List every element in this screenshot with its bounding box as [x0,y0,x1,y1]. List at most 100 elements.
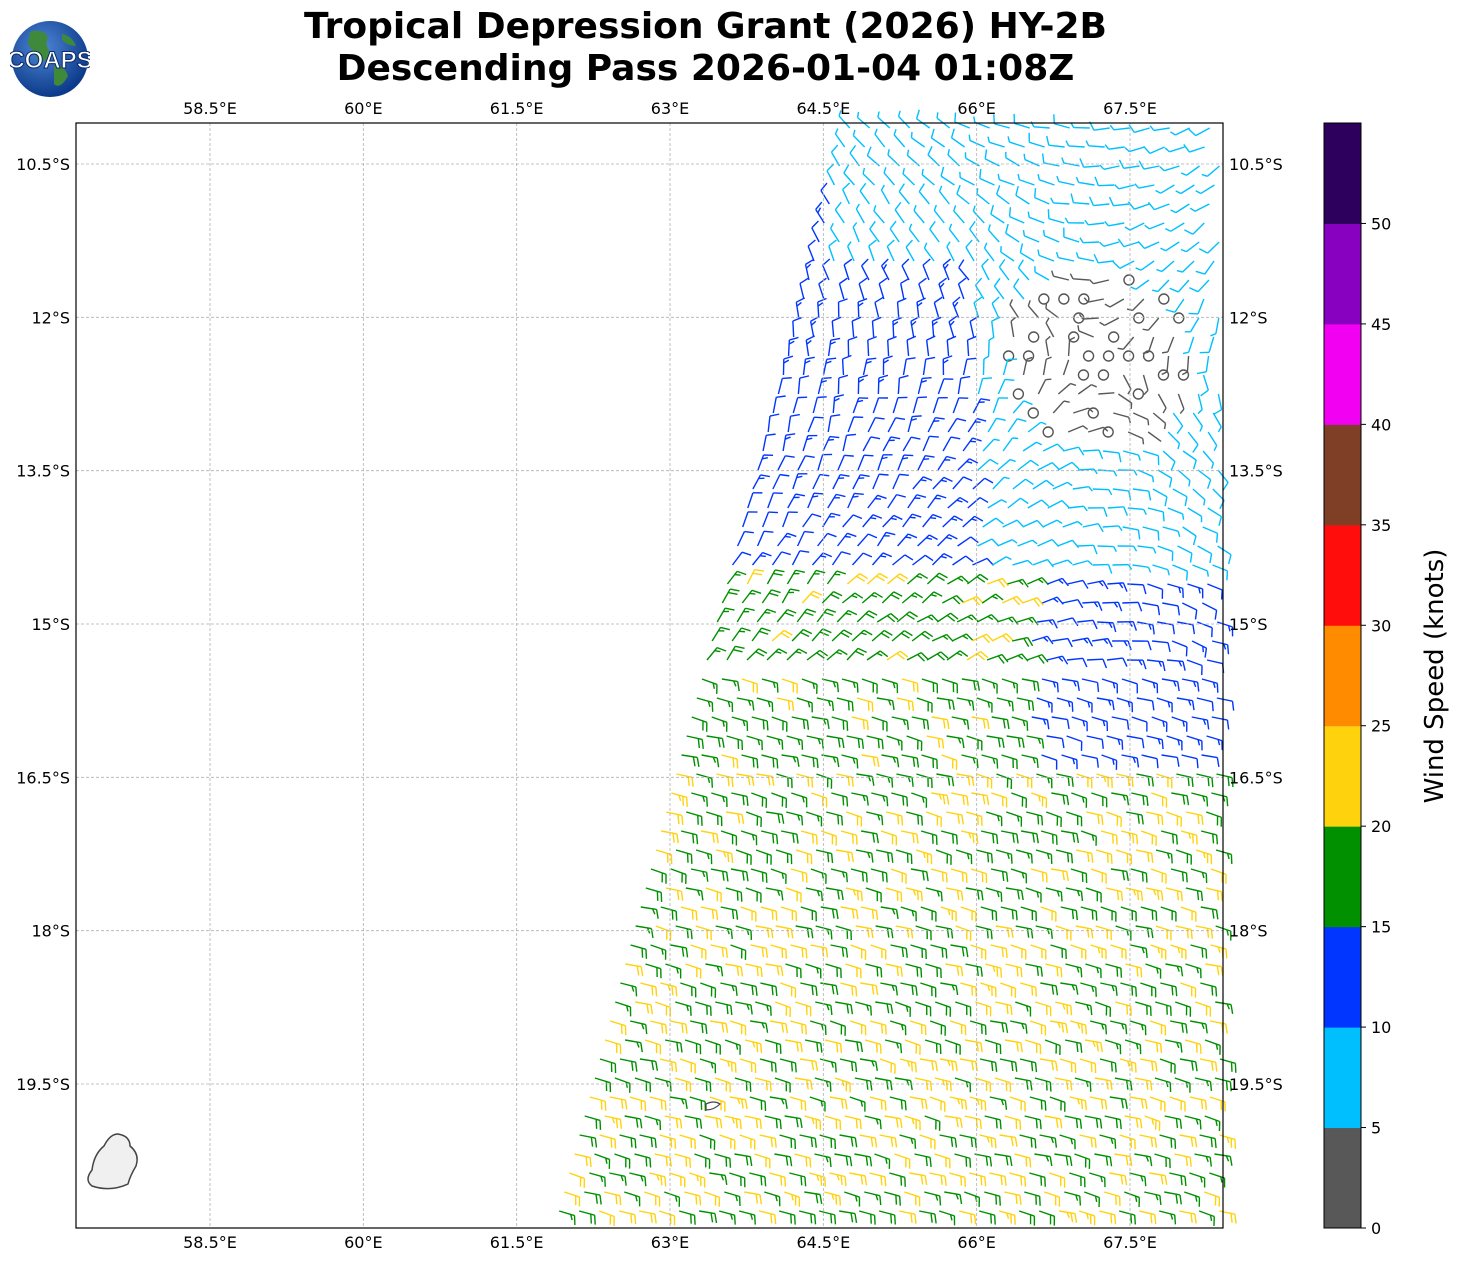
wind-barb [990,868,1009,882]
wind-barb [930,128,946,148]
wind-barb [820,182,830,205]
wind-barb [914,1077,933,1091]
wind-barb [836,697,854,712]
wind-barb [980,982,997,998]
wind-barb [955,1001,972,1017]
wind-barb [834,1153,853,1167]
wind-barb [1077,369,1090,381]
wind-barb [1179,1134,1198,1148]
wind-barb [882,355,893,376]
wind-barb [913,204,925,224]
wind-barb [709,1172,728,1185]
wind-barb [836,773,854,787]
wind-barb [1061,830,1080,844]
wind-barb [889,1020,907,1036]
wind-barb [946,241,955,262]
wind-barb [1166,811,1183,827]
wind-barb [1092,637,1113,648]
wind-barb [1055,1001,1073,1016]
wind-barb [952,476,973,490]
wind-barb [1104,1039,1122,1055]
wind-barb [999,1134,1018,1147]
wind-barb [897,454,914,471]
wind-barb [1216,773,1234,788]
wind-barb [993,277,1005,300]
wind-barb [916,297,926,319]
wind-barb [1080,982,1097,997]
wind-barb [1141,754,1159,769]
wind-barb [944,1039,961,1055]
wind-barb [1181,754,1199,769]
lon-tick-label: 58.5°E [183,1233,237,1252]
wind-barb [897,374,909,395]
wind-barb [1069,1020,1087,1035]
wind-barb [756,608,777,623]
wind-barb [1069,1096,1088,1111]
wind-barb [704,1115,723,1129]
wind-barb [1091,792,1108,808]
wind-barb [770,868,787,884]
wind-barb [945,887,964,901]
wind-barb [855,203,865,224]
wind-barb [1089,1020,1108,1035]
wind-barb [843,164,855,186]
wind-barb [1106,735,1124,750]
wind-barb [1008,207,1025,224]
wind-barb [1034,1153,1053,1167]
wind-barb [729,1172,746,1188]
wind-barb [935,1001,952,1017]
wind-barb [797,455,815,471]
wind-barb [1102,525,1123,532]
wind-barb [780,982,797,998]
wind-barb [811,792,828,808]
wind-barb [1002,595,1024,606]
wind-barb [756,530,774,547]
wind-barb [1197,393,1203,415]
wind-barb [1176,773,1194,788]
wind-barb [929,1020,946,1036]
wind-barb [725,963,744,977]
wind-barb [1183,144,1205,153]
wind-barb [1192,564,1210,577]
wind-barb [831,551,851,566]
wind-barb [937,378,954,395]
wind-barb [1122,374,1132,395]
wind-barb [929,220,940,243]
wind-barb [744,1191,763,1205]
wind-barb [1197,469,1212,489]
wind-barb [1074,1077,1092,1092]
wind-barb [1031,716,1050,730]
wind-barb [1101,678,1118,694]
wind-barb [1015,1001,1032,1017]
wind-barb [1199,336,1215,354]
wind-barb [724,1039,741,1055]
wind-barb [1123,274,1135,286]
wind-barb [775,1001,791,1018]
wind-barb [579,1210,596,1225]
wind-barb [1216,697,1235,711]
wind-barb [1202,526,1219,543]
wind-barb [1034,266,1050,281]
wind-barb [909,1096,928,1110]
wind-barb [1081,754,1099,768]
wind-barb [747,492,763,509]
wind-barb [1001,830,1019,844]
wind-barb [1177,621,1196,635]
wind-barb [736,530,754,547]
wind-barb [1001,754,1018,770]
wind-barb [1087,407,1099,419]
wind-barb [729,1096,748,1110]
wind-barb [817,297,827,319]
colorbar-bin [1324,725,1361,827]
wind-barb [740,982,758,996]
wind-barb [846,811,863,827]
wind-barb [726,570,747,585]
wind-barb [1198,1210,1215,1226]
wind-barb [1063,227,1080,243]
wind-barb [1061,157,1080,167]
wind-barb [830,222,840,243]
wind-barb [969,1096,987,1111]
wind-barb [826,811,844,826]
wind-barb [649,1172,667,1187]
wind-barb [1031,635,1054,645]
